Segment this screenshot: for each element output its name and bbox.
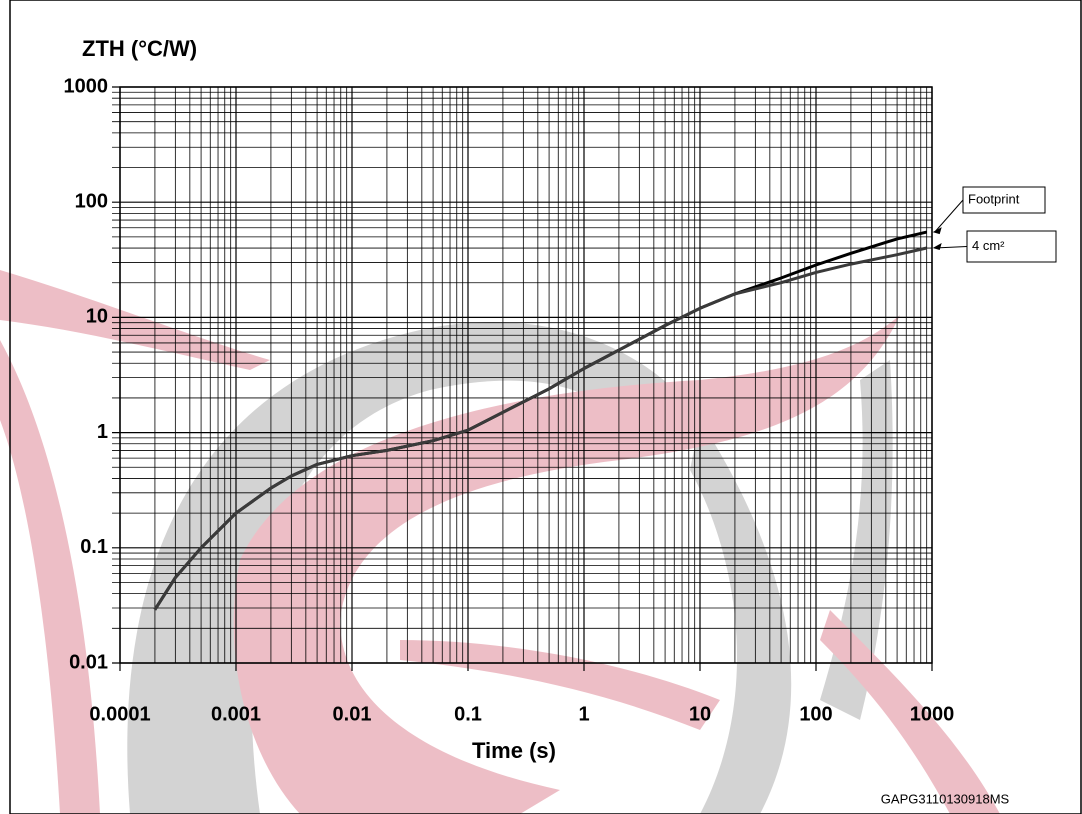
x-tick-label: 10 [689, 703, 711, 725]
data-line [153, 246, 928, 611]
legend-label: 4 cm² [972, 238, 1005, 253]
y-tick-label: 0.01 [69, 651, 108, 673]
x-tick-label: 1000 [910, 703, 955, 725]
legend-arrowhead [932, 243, 942, 251]
legend-box [966, 230, 1057, 263]
x-tick-label: 0.0001 [89, 703, 150, 725]
y-tick-label: 0.1 [80, 536, 108, 558]
x-tick-label: 1 [578, 703, 589, 725]
y-axis-label: ZTH (°C/W) [82, 36, 197, 61]
x-axis-label: Time (s) [472, 738, 556, 763]
y-tick-label: 1000 [64, 75, 109, 97]
legend-label: Footprint [968, 191, 1020, 206]
x-tick-label: 0.001 [211, 703, 261, 725]
x-tick-label: 0.01 [333, 703, 372, 725]
legend-arrow [934, 199, 964, 233]
grid [112, 86, 933, 671]
legend-box [962, 186, 1046, 214]
legend-arrowhead [932, 227, 942, 235]
x-tick-label: 0.1 [454, 703, 482, 725]
frame [9, 0, 1082, 814]
x-tick-label: 100 [799, 703, 832, 725]
figure-code: GAPG3110130918MS [881, 791, 1010, 806]
watermark [0, 270, 1000, 814]
y-tick-label: 100 [75, 190, 108, 212]
y-tick-label: 1 [97, 421, 108, 443]
y-tick-label: 10 [86, 306, 108, 328]
plot-frame [119, 86, 933, 664]
